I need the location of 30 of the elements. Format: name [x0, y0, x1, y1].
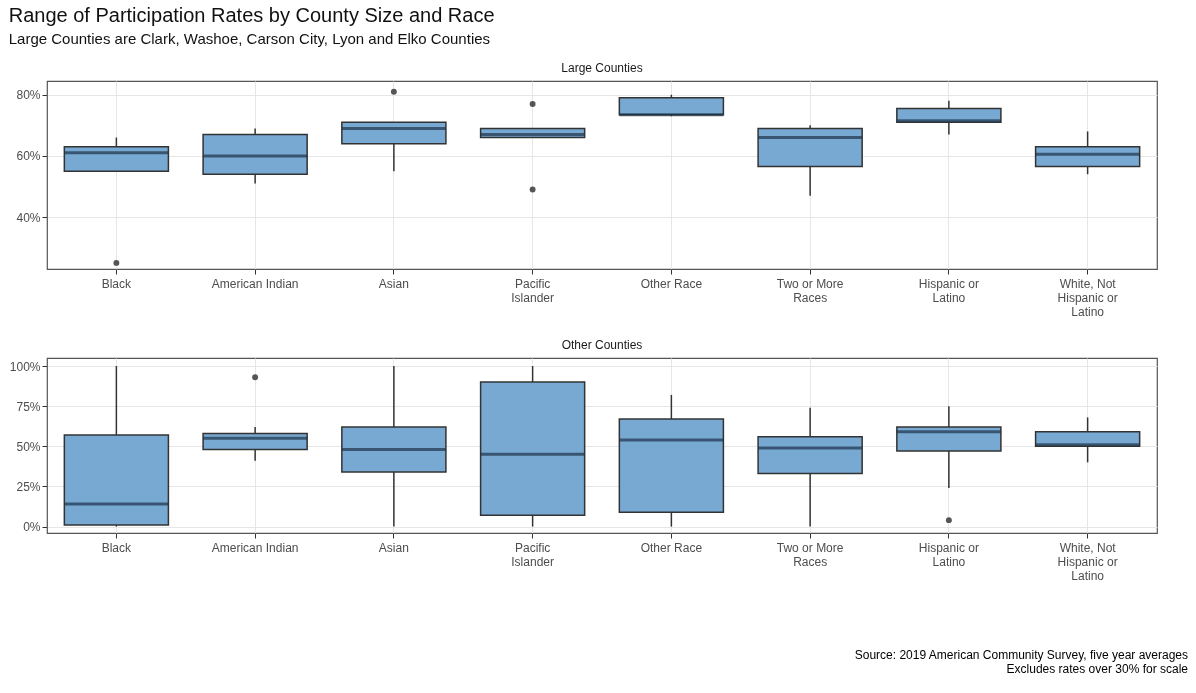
text: Excludes rates over 30% for scale [1005, 662, 1188, 676]
y-tick-label: 80% [16, 88, 41, 103]
x-tick-label: White, Not Hispanic or Latino [1057, 276, 1118, 319]
x-tick-label: American Indian [211, 540, 299, 555]
x-tick-label: Hispanic or Latino [918, 276, 979, 305]
source-note: Source: 2019 American Community Survey, five year averages [854, 648, 1188, 662]
chart-title: Range of Participation Rates by County Size and Race [8, 4, 495, 27]
x-tick-label: White, Not Hispanic or Latino [1057, 540, 1118, 583]
chart-subtitle: Large Counties are Clark, Washoe, Carson City, Lyon and Elko Counties [8, 30, 491, 48]
x-tick-label: Pacific Islander [511, 276, 554, 305]
text: Other Counties [561, 338, 643, 352]
x-tick-label: American Indian [211, 276, 299, 291]
y-tick-label: 100% [9, 359, 41, 374]
y-tick-label: 40% [16, 210, 41, 225]
y-tick-label: 25% [16, 479, 41, 494]
x-tick-label: Hispanic or Latino [918, 540, 979, 569]
x-tick-label: Two or More Races [776, 540, 844, 569]
y-tick-label: 60% [16, 149, 41, 164]
y-tick-label: 50% [16, 439, 41, 454]
x-tick-label: Black [101, 276, 133, 291]
x-tick-label: Two or More Races [776, 276, 844, 305]
x-tick-label: Black [101, 540, 133, 555]
y-tick-label: 75% [16, 399, 41, 414]
x-tick-label: Pacific Islander [511, 540, 554, 569]
text: Large Counties [561, 61, 643, 75]
x-tick-label: Other Race [640, 276, 703, 291]
y-tick-label: 0% [23, 520, 41, 535]
x-tick-label: Asian [378, 540, 409, 555]
x-tick-label: Asian [378, 276, 409, 291]
x-tick-label: Other Race [640, 540, 703, 555]
